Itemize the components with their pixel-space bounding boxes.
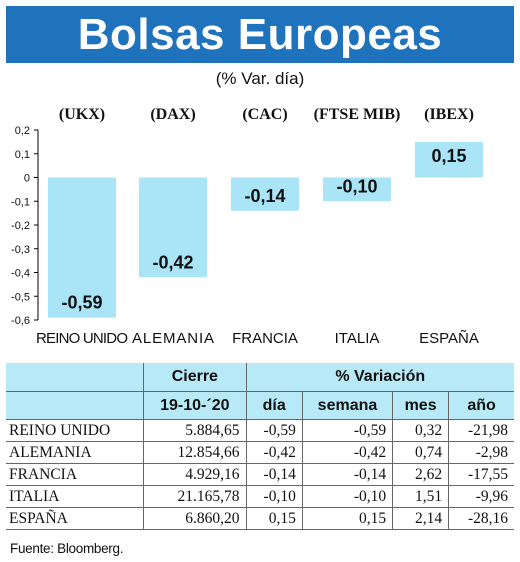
data-label: -0,42 [152, 252, 193, 272]
y-tick-label: 0,1 [15, 149, 30, 161]
cell-week: 0,15 [301, 507, 393, 530]
y-tick-label: -0,6 [11, 315, 30, 327]
cell-day: -0,10 [245, 485, 303, 508]
data-label: 0,15 [431, 146, 466, 166]
category-label: FRANCIA [232, 330, 298, 347]
index-code-label: (IBEX) [424, 106, 474, 123]
cell-week: -0,59 [301, 419, 393, 442]
subheader-semana: semana [301, 391, 393, 420]
cell-country: ESPAÑA [6, 507, 144, 530]
cell-close: 12.854,66 [143, 441, 247, 464]
cell-day: -0,14 [245, 463, 303, 486]
title-banner: Bolsas Europeas [6, 6, 514, 63]
cell-year: -17,55 [448, 463, 514, 486]
cell-month: 2,62 [392, 463, 449, 486]
table-row: FRANCIA 4.929,16 -0,14 -0,14 2,62 -17,55 [6, 463, 514, 486]
cell-country: REINO UNIDO [6, 419, 144, 442]
cell-year: -9,96 [448, 485, 514, 508]
category-label: ITALIA [335, 330, 380, 347]
y-tick-label: 0,2 [15, 125, 30, 137]
y-tick-label: -0,5 [11, 291, 30, 303]
y-tick-label: -0,1 [11, 196, 30, 208]
cell-year: -21,98 [448, 419, 514, 442]
table-row: REINO UNIDO 5.884,65 -0,59 -0,59 0,32 -2… [6, 419, 514, 442]
subheader-ano: año [448, 391, 514, 420]
cell-month: 0,74 [392, 441, 449, 464]
header-cierre: Cierre [143, 363, 247, 392]
cell-country: FRANCIA [6, 463, 144, 486]
cell-country: ALEMANIA [6, 441, 144, 464]
data-label: -0,10 [336, 176, 377, 196]
header-blank [6, 363, 144, 392]
bar [48, 177, 116, 318]
bar [231, 177, 299, 211]
index-code-label: (UKX) [59, 106, 105, 123]
index-code-label: (FTSE MIB) [314, 106, 401, 123]
table-subheader-row: 19-10-´20 día semana mes año [6, 391, 514, 420]
index-code-label: (DAX) [150, 106, 195, 123]
bar [415, 141, 483, 178]
category-label: ESPAÑA [419, 330, 479, 347]
table-row: ESPAÑA 6.860,20 0,15 0,15 2,14 -28,16 [6, 507, 514, 530]
category-label: ALEMANIA [132, 330, 214, 347]
bar [139, 177, 207, 278]
cell-month: 2,14 [392, 507, 449, 530]
header-variacion: % Variación [245, 363, 514, 392]
y-tick-label: -0,2 [11, 220, 30, 232]
cell-month: 0,32 [392, 419, 449, 442]
cell-day: 0,15 [245, 507, 303, 530]
y-tick-label: -0,4 [11, 268, 30, 280]
cell-year: -28,16 [448, 507, 514, 530]
table-row: ITALIA 21.165,78 -0,10 -0,10 1,51 -9,96 [6, 485, 514, 508]
cell-day: -0,42 [245, 441, 303, 464]
subheader-blank [6, 391, 144, 420]
cell-month: 1,51 [392, 485, 449, 508]
subheader-mes: mes [392, 391, 449, 420]
subheader-date: 19-10-´20 [143, 391, 247, 420]
cell-close: 21.165,78 [143, 485, 247, 508]
index-code-label: (CAC) [242, 106, 287, 123]
table-header-row: Cierre % Variación [6, 363, 514, 392]
bar [323, 177, 391, 202]
chart-subtitle: (% Var. día) [215, 69, 305, 88]
subheader-dia: día [245, 391, 303, 420]
cell-week: -0,42 [301, 441, 393, 464]
cell-week: -0,14 [301, 463, 393, 486]
bar-chart: 0,2 0,1 0 -0,1 -0,2 -0,3 -0,4 -0,5 -0,6 -0,59 (UKX… [11, 106, 483, 347]
data-label: -0,59 [61, 293, 102, 313]
source-note: Fuente: Bloomberg. [10, 541, 124, 556]
category-label: REINO UNIDO [36, 330, 128, 347]
cell-country: ITALIA [6, 485, 144, 508]
cell-day: -0,59 [245, 419, 303, 442]
table-row: ALEMANIA 12.854,66 -0,42 -0,42 0,74 -2,9… [6, 441, 514, 464]
y-tick-label: -0,3 [11, 244, 30, 256]
data-label: -0,14 [244, 186, 285, 206]
chart-title: Bolsas Europeas [77, 9, 443, 59]
cell-close: 6.860,20 [143, 507, 247, 530]
data-table: Cierre % Variación 19-10-´20 día semana … [6, 363, 514, 530]
cell-week: -0,10 [301, 485, 393, 508]
cell-close: 4.929,16 [143, 463, 247, 486]
y-tick-label: 0 [24, 173, 30, 185]
cell-year: -2,98 [448, 441, 514, 464]
cell-close: 5.884,65 [143, 419, 247, 442]
